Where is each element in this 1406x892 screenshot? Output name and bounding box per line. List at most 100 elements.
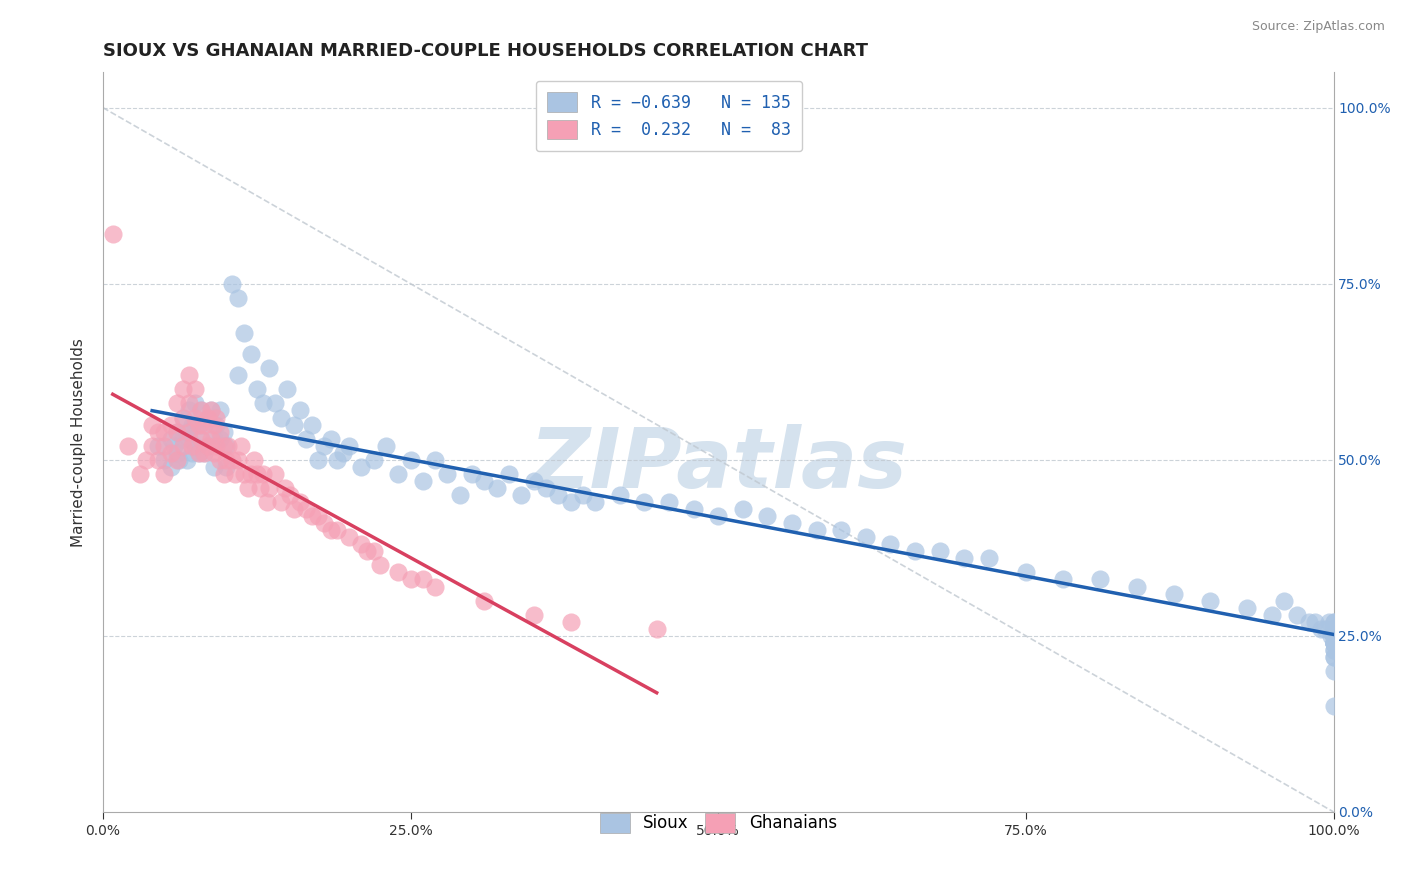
Point bbox=[177, 432, 200, 446]
Point bbox=[276, 382, 298, 396]
Point bbox=[332, 446, 354, 460]
Point bbox=[128, 467, 150, 481]
Point bbox=[172, 382, 194, 396]
Point bbox=[180, 446, 202, 460]
Point bbox=[1015, 566, 1038, 580]
Point bbox=[184, 439, 207, 453]
Point bbox=[163, 439, 186, 453]
Point bbox=[682, 502, 704, 516]
Point bbox=[117, 439, 139, 453]
Point bbox=[879, 537, 901, 551]
Point bbox=[187, 417, 209, 432]
Legend: Sioux, Ghanaians: Sioux, Ghanaians bbox=[588, 802, 848, 844]
Point bbox=[1322, 629, 1344, 643]
Point bbox=[172, 410, 194, 425]
Point bbox=[226, 368, 249, 383]
Point bbox=[193, 446, 215, 460]
Point bbox=[208, 425, 231, 439]
Point bbox=[212, 425, 235, 439]
Point bbox=[177, 396, 200, 410]
Point bbox=[425, 580, 447, 594]
Point bbox=[1125, 580, 1147, 594]
Point bbox=[1322, 636, 1344, 650]
Point bbox=[560, 615, 582, 629]
Point bbox=[1322, 629, 1344, 643]
Point bbox=[523, 607, 546, 622]
Point bbox=[301, 417, 323, 432]
Point bbox=[215, 439, 238, 453]
Point bbox=[645, 622, 668, 636]
Point bbox=[283, 502, 305, 516]
Point bbox=[221, 277, 243, 291]
Point bbox=[153, 467, 176, 481]
Point bbox=[148, 425, 170, 439]
Point bbox=[314, 516, 336, 530]
Point bbox=[387, 467, 409, 481]
Point bbox=[246, 467, 269, 481]
Point bbox=[1322, 622, 1344, 636]
Point bbox=[193, 446, 215, 460]
Point bbox=[425, 452, 447, 467]
Point bbox=[153, 439, 176, 453]
Point bbox=[202, 459, 225, 474]
Point bbox=[190, 403, 212, 417]
Point bbox=[474, 593, 496, 607]
Point bbox=[399, 452, 422, 467]
Point bbox=[278, 488, 301, 502]
Point bbox=[1322, 629, 1344, 643]
Point bbox=[756, 509, 779, 524]
Point bbox=[1322, 629, 1344, 643]
Point bbox=[374, 439, 396, 453]
Point bbox=[172, 432, 194, 446]
Point bbox=[1261, 607, 1284, 622]
Point bbox=[246, 382, 269, 396]
Point bbox=[141, 439, 163, 453]
Point bbox=[159, 432, 181, 446]
Point bbox=[707, 509, 730, 524]
Point bbox=[1322, 636, 1344, 650]
Point bbox=[474, 474, 496, 488]
Point bbox=[208, 403, 231, 417]
Point bbox=[153, 452, 176, 467]
Point bbox=[177, 403, 200, 417]
Point bbox=[609, 488, 631, 502]
Point bbox=[572, 488, 595, 502]
Point bbox=[560, 495, 582, 509]
Text: ZIPatlas: ZIPatlas bbox=[529, 424, 907, 505]
Point bbox=[257, 361, 280, 376]
Point bbox=[1298, 615, 1320, 629]
Point bbox=[350, 537, 373, 551]
Point bbox=[193, 417, 215, 432]
Point bbox=[295, 432, 318, 446]
Point bbox=[148, 439, 170, 453]
Point bbox=[197, 439, 219, 453]
Point bbox=[184, 417, 207, 432]
Point bbox=[172, 410, 194, 425]
Point bbox=[212, 439, 235, 453]
Point bbox=[387, 566, 409, 580]
Point bbox=[226, 291, 249, 305]
Point bbox=[184, 396, 207, 410]
Point bbox=[1322, 636, 1344, 650]
Point bbox=[1322, 622, 1344, 636]
Point bbox=[212, 467, 235, 481]
Point bbox=[337, 439, 360, 453]
Point bbox=[295, 502, 318, 516]
Point bbox=[243, 452, 266, 467]
Point bbox=[1322, 636, 1344, 650]
Point bbox=[363, 544, 385, 558]
Point bbox=[1322, 629, 1344, 643]
Point bbox=[1285, 607, 1308, 622]
Point bbox=[412, 573, 434, 587]
Point bbox=[256, 495, 278, 509]
Point bbox=[1322, 636, 1344, 650]
Point bbox=[658, 495, 681, 509]
Point bbox=[337, 530, 360, 544]
Point bbox=[1322, 699, 1344, 714]
Point bbox=[399, 573, 422, 587]
Point bbox=[264, 396, 287, 410]
Point bbox=[197, 439, 219, 453]
Point bbox=[363, 452, 385, 467]
Point bbox=[583, 495, 606, 509]
Point bbox=[197, 410, 219, 425]
